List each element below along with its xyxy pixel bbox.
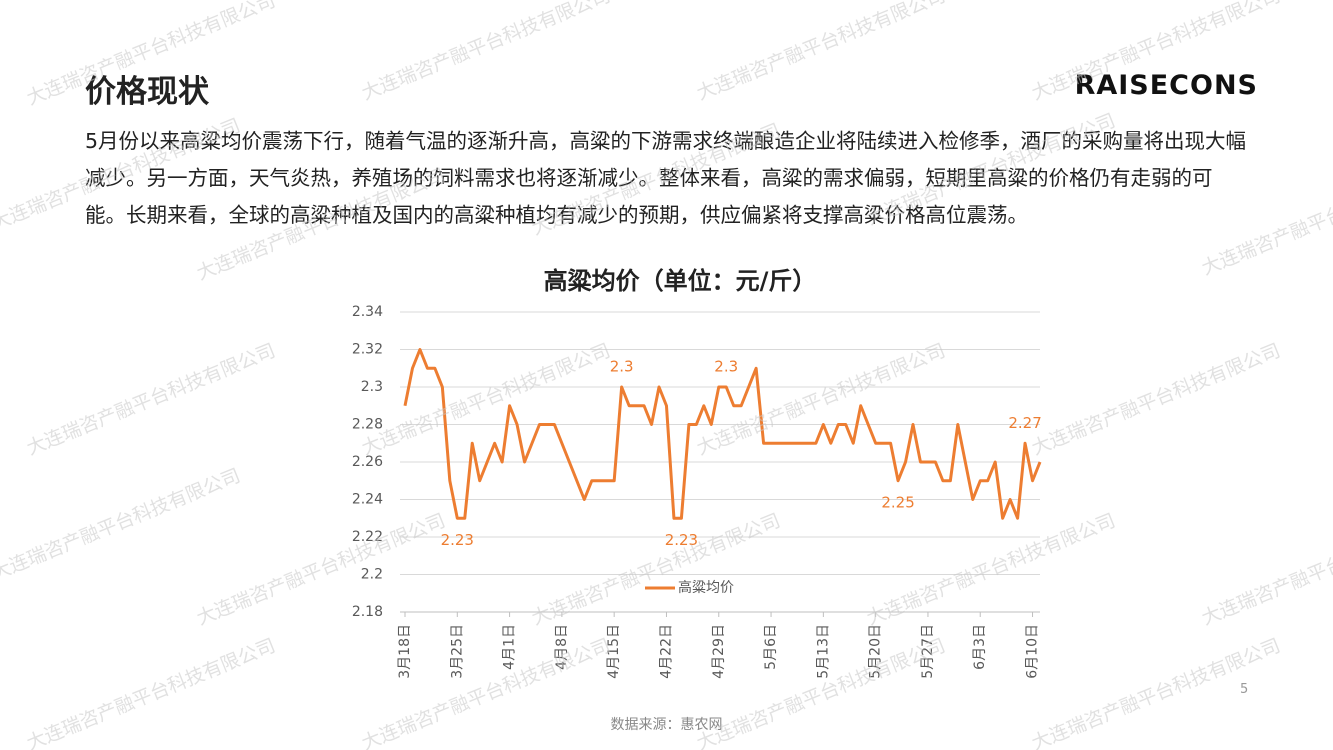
y-tick-label: 2.18 xyxy=(352,604,383,620)
series-line xyxy=(403,348,1042,520)
x-tick-label: 5月20日 xyxy=(868,624,884,679)
y-tick-label: 2.24 xyxy=(352,492,383,508)
x-tick-label: 4月15日 xyxy=(606,624,622,679)
x-tick-label: 3月25日 xyxy=(449,624,465,679)
x-tick-label: 4月22日 xyxy=(658,624,674,679)
slide-title: 价格现状 xyxy=(85,74,209,110)
y-tick-label: 2.2 xyxy=(361,567,383,583)
x-tick-label: 5月27日 xyxy=(920,624,936,679)
body-text: 5月份以来高粱均价震荡下行，随着气温的逐渐升高，高粱的下游需求终端酿造企业将陆续… xyxy=(85,129,1247,227)
x-tick-label: 4月29日 xyxy=(711,624,727,679)
x-tick-label: 4月8日 xyxy=(554,624,570,670)
y-tick-label: 2.26 xyxy=(352,454,383,470)
page-number: 5 xyxy=(1240,682,1249,697)
data-label: 2.27 xyxy=(1008,414,1041,432)
x-tick-label: 5月13日 xyxy=(815,624,831,679)
data-label: 2.23 xyxy=(441,531,474,549)
y-tick-label: 2.22 xyxy=(352,529,383,545)
x-tick-label: 6月10日 xyxy=(1025,624,1041,679)
data-label: 2.25 xyxy=(881,493,914,511)
y-tick-label: 2.32 xyxy=(352,342,383,358)
legend-label: 高粱均价 xyxy=(678,579,734,596)
data-label: 2.3 xyxy=(610,358,634,376)
x-tick-label: 5月6日 xyxy=(763,624,779,670)
y-tick-label: 2.28 xyxy=(352,417,383,433)
source-note: 数据来源：惠农网 xyxy=(610,717,723,733)
logo: RAISECONS xyxy=(1074,70,1258,101)
x-tick-label: 6月3日 xyxy=(972,624,988,670)
chart-title: 高粱均价（单位：元/斤） xyxy=(544,267,817,295)
data-label: 2.3 xyxy=(714,358,738,376)
x-tick-label: 4月1日 xyxy=(502,624,518,670)
y-tick-label: 2.3 xyxy=(361,379,383,395)
data-label: 2.23 xyxy=(665,531,698,549)
x-tick-label: 3月18日 xyxy=(397,624,413,679)
y-tick-label: 2.34 xyxy=(352,304,383,320)
